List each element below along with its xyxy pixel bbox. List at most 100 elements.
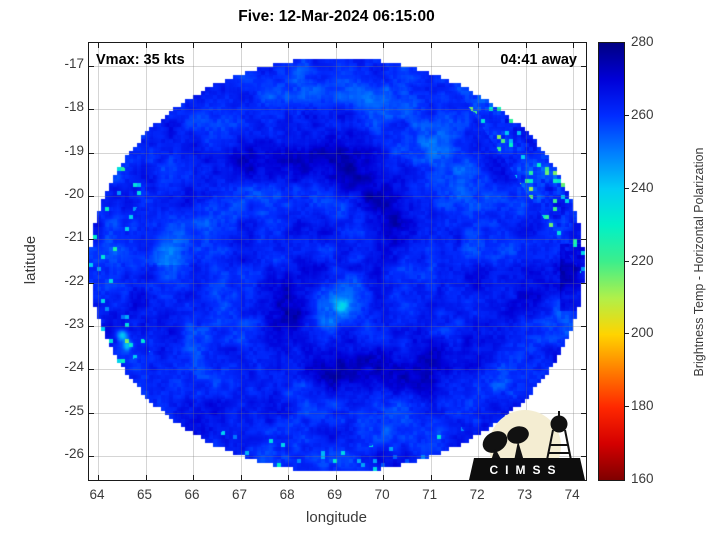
eta-annotation: 04:41 away (500, 52, 577, 68)
colorbar (598, 42, 625, 481)
y-tick-label: -19 (64, 142, 84, 158)
x-tick-mark-top (145, 43, 147, 48)
y-axis-label: latitude (22, 235, 39, 285)
x-tick-mark-bottom (383, 475, 385, 480)
colorbar-tick-label: 240 (631, 179, 654, 195)
x-tick-label: 72 (469, 487, 485, 502)
y-tick-label: -18 (64, 99, 84, 115)
grid-line-vertical (478, 43, 480, 480)
x-tick-mark-bottom (240, 475, 242, 480)
y-tick-label: -20 (64, 186, 84, 202)
y-tick-mark-right (581, 369, 586, 371)
y-tick-mark-left (89, 152, 94, 154)
grid-line-horizontal (89, 196, 586, 198)
y-tick-mark-right (581, 412, 586, 414)
grid-line-horizontal (89, 326, 586, 328)
y-tick-mark-left (89, 196, 94, 198)
grid-line-horizontal (89, 239, 586, 241)
x-tick-label: 67 (232, 487, 248, 502)
x-tick-label: 70 (374, 487, 390, 502)
x-tick-mark-top (383, 43, 385, 48)
x-tick-label: 74 (564, 487, 580, 502)
y-tick-mark-right (581, 282, 586, 284)
x-tick-mark-top (288, 43, 290, 48)
grid-line-vertical (335, 43, 337, 480)
y-tick-label: -26 (64, 446, 84, 462)
x-tick-mark-top (240, 43, 242, 48)
colorbar-tick-label: 180 (631, 398, 654, 414)
x-tick-mark-bottom (288, 475, 290, 480)
x-axis-label: longitude (306, 509, 367, 526)
colorbar-tick-mark (624, 406, 629, 408)
grid-line-vertical (193, 43, 195, 480)
y-tick-mark-left (89, 65, 94, 67)
grid-line-vertical (525, 43, 527, 480)
y-tick-mark-left (89, 412, 94, 414)
grid-line-horizontal (89, 456, 586, 458)
grid-line-horizontal (89, 152, 586, 154)
y-tick-label: -24 (64, 359, 84, 375)
y-tick-mark-right (581, 239, 586, 241)
y-tick-mark-right (581, 109, 586, 111)
x-tick-mark-bottom (430, 475, 432, 480)
y-tick-mark-left (89, 456, 94, 458)
satellite-dish-icon (482, 426, 529, 461)
y-tick-mark-right (581, 65, 586, 67)
grid-line-vertical (98, 43, 100, 480)
x-tick-mark-top (193, 43, 195, 48)
grid-line-vertical (383, 43, 385, 480)
x-tick-mark-top (98, 43, 100, 48)
x-tick-mark-top (430, 43, 432, 48)
grid-line-vertical (288, 43, 290, 480)
y-tick-mark-left (89, 109, 94, 111)
x-tick-label: 71 (422, 487, 438, 502)
x-tick-mark-top (525, 43, 527, 48)
x-tick-mark-bottom (145, 475, 147, 480)
x-tick-label: 64 (89, 487, 105, 502)
y-tick-mark-left (89, 282, 94, 284)
water-tower-icon (546, 411, 572, 461)
x-tick-mark-bottom (98, 475, 100, 480)
y-tick-label: -21 (64, 229, 84, 245)
grid-line-horizontal (89, 412, 586, 414)
logo-banner (469, 458, 585, 480)
colorbar-tick-mark (624, 187, 629, 189)
plot-area: Vmax: 35 kts 04:41 away CIMSS (88, 42, 587, 481)
grid-line-vertical (430, 43, 432, 480)
grid-line-vertical (573, 43, 575, 480)
y-tick-label: -23 (64, 316, 84, 332)
x-tick-label: 69 (327, 487, 343, 502)
y-tick-mark-left (89, 369, 94, 371)
x-tick-label: 65 (137, 487, 153, 502)
colorbar-label: Brightness Temp - Horizontal Polarizatio… (692, 147, 706, 377)
grid-line-horizontal (89, 369, 586, 371)
y-tick-mark-right (581, 326, 586, 328)
x-tick-label: 66 (184, 487, 200, 502)
cimss-logo: CIMSS (469, 410, 585, 480)
x-tick-mark-bottom (335, 475, 337, 480)
y-tick-label: -25 (64, 402, 84, 418)
grid-line-horizontal (89, 282, 586, 284)
x-tick-mark-top (335, 43, 337, 48)
colorbar-tick-label: 200 (631, 325, 654, 341)
colorbar-tick-mark (624, 333, 629, 335)
grid-line-vertical (145, 43, 147, 480)
colorbar-tick-mark (624, 260, 629, 262)
y-tick-label: -17 (64, 55, 84, 71)
colorbar-tick-mark (624, 114, 629, 116)
colorbar-tick-label: 280 (631, 34, 654, 49)
x-tick-mark-bottom (193, 475, 195, 480)
vmax-annotation: Vmax: 35 kts (96, 52, 185, 68)
y-tick-mark-right (581, 456, 586, 458)
y-tick-label: -22 (64, 272, 84, 288)
x-tick-mark-top (478, 43, 480, 48)
y-tick-mark-right (581, 196, 586, 198)
x-tick-label: 68 (279, 487, 295, 502)
y-tick-mark-left (89, 239, 94, 241)
storm-canvas (89, 43, 586, 480)
grid-line-horizontal (89, 109, 586, 111)
colorbar-tick-label: 260 (631, 106, 654, 122)
y-tick-mark-left (89, 326, 94, 328)
cimss-logo-text: CIMSS (489, 463, 562, 477)
